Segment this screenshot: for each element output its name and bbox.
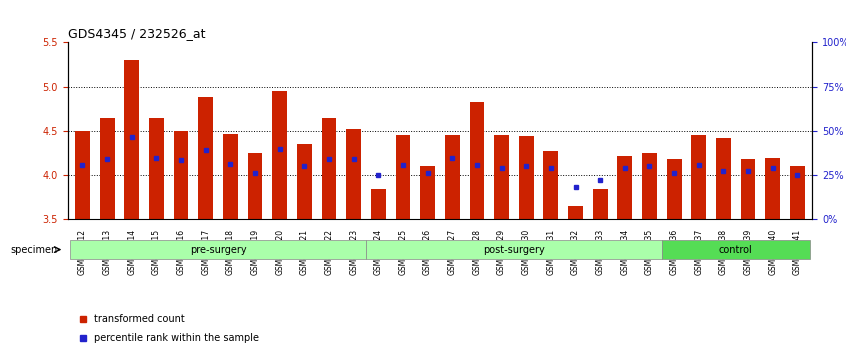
Bar xyxy=(642,153,656,219)
Bar xyxy=(519,136,534,219)
Bar xyxy=(716,138,731,219)
Bar xyxy=(470,102,484,219)
Bar xyxy=(149,118,164,219)
Bar xyxy=(691,135,706,219)
Bar xyxy=(272,91,287,219)
FancyBboxPatch shape xyxy=(70,240,366,259)
Text: pre-surgery: pre-surgery xyxy=(190,245,246,255)
Bar xyxy=(198,97,213,219)
Bar xyxy=(494,135,509,219)
FancyBboxPatch shape xyxy=(662,240,810,259)
Bar xyxy=(790,166,805,219)
Text: percentile rank within the sample: percentile rank within the sample xyxy=(94,333,259,343)
Text: transformed count: transformed count xyxy=(94,314,184,324)
Bar xyxy=(321,118,337,219)
Bar xyxy=(223,134,238,219)
Bar xyxy=(593,188,607,219)
FancyBboxPatch shape xyxy=(366,240,662,259)
Bar xyxy=(75,131,90,219)
Bar xyxy=(371,188,386,219)
Bar xyxy=(248,153,262,219)
Bar xyxy=(100,118,114,219)
Bar xyxy=(618,156,632,219)
Bar xyxy=(297,144,311,219)
Text: specimen: specimen xyxy=(10,245,58,255)
Bar xyxy=(420,166,435,219)
Bar xyxy=(543,152,558,219)
Bar xyxy=(667,159,682,219)
Bar xyxy=(346,129,361,219)
Bar xyxy=(396,135,410,219)
Bar xyxy=(445,135,459,219)
Bar xyxy=(569,206,583,219)
Bar xyxy=(740,159,755,219)
Bar xyxy=(173,131,189,219)
Text: GDS4345 / 232526_at: GDS4345 / 232526_at xyxy=(68,27,206,40)
Text: post-surgery: post-surgery xyxy=(483,245,545,255)
Bar xyxy=(766,158,780,219)
Text: control: control xyxy=(719,245,753,255)
Bar xyxy=(124,60,140,219)
